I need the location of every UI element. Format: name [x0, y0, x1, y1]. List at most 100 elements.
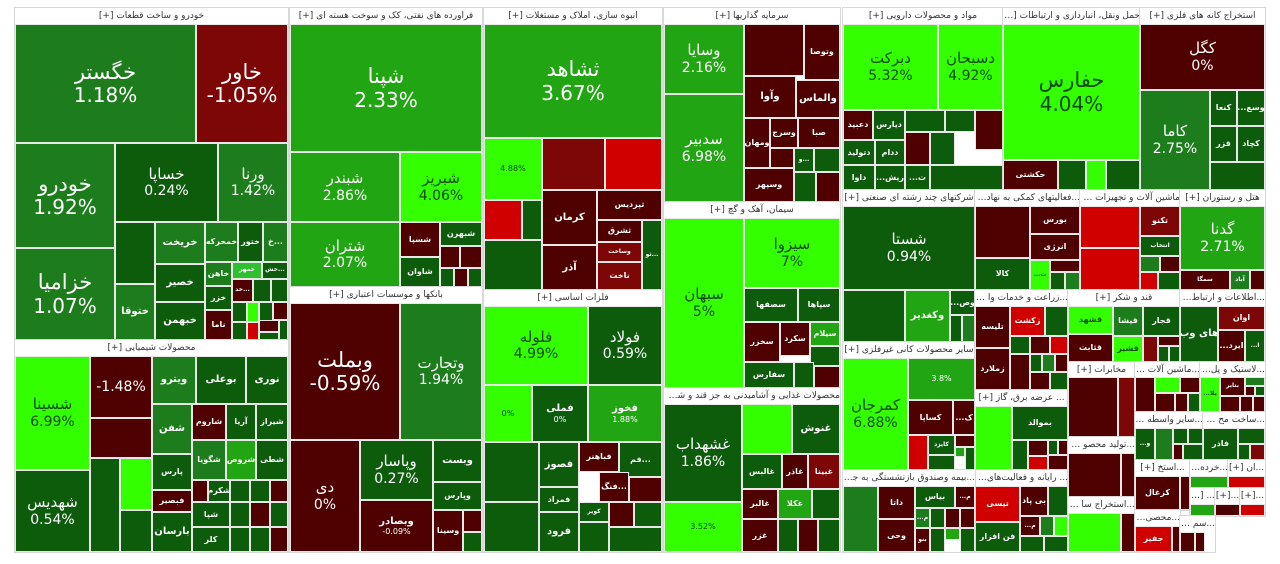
stock-tile[interactable] — [1173, 428, 1188, 444]
stock-tile[interactable]: بیاس — [915, 486, 955, 508]
stock-tile[interactable] — [454, 268, 468, 287]
stock-tile[interactable]: ...یلا — [1200, 377, 1220, 412]
stock-tile[interactable] — [1180, 377, 1200, 393]
stock-tile[interactable]: های وب — [1180, 306, 1218, 362]
stock-tile[interactable] — [279, 320, 288, 340]
stock-tile[interactable] — [634, 502, 662, 527]
sector-title-expand[interactable]: ... عرضه برق، گاز [+] — [975, 390, 1068, 406]
stock-tile[interactable] — [1068, 513, 1121, 552]
stock-tile[interactable] — [816, 172, 840, 202]
stock-tile[interactable]: تلیسه — [975, 306, 1010, 348]
stock-tile[interactable]: دیارس — [873, 110, 905, 140]
stock-tile[interactable]: ناخت — [597, 262, 642, 290]
stock-tile[interactable]: ثشاهد 3.67% — [484, 24, 662, 138]
stock-tile[interactable]: فصوز — [539, 442, 579, 487]
sector-title-expand[interactable]: بانکها و موسسات اعتباری [+] — [290, 287, 482, 303]
stock-tile[interactable]: فملی 0% — [532, 385, 588, 442]
stock-tile[interactable] — [1169, 346, 1180, 362]
stock-tile[interactable]: کویر — [579, 502, 609, 522]
stock-tile[interactable] — [1143, 336, 1158, 362]
stock-tile[interactable] — [1106, 160, 1140, 190]
stock-tile[interactable] — [1121, 513, 1135, 552]
stock-tile[interactable]: وسایا 2.16% — [664, 24, 744, 94]
sector-title-expand[interactable]: استخراج کانه های فلزی [+] — [1140, 8, 1265, 24]
stock-tile[interactable]: دبرکت 5.32% — [843, 24, 938, 110]
stock-tile[interactable] — [742, 404, 792, 454]
stock-tile[interactable] — [962, 315, 975, 342]
stock-tile[interactable]: شیراز — [256, 404, 288, 440]
stock-tile[interactable] — [975, 206, 1030, 258]
stock-tile[interactable]: شهدیس 0.54% — [15, 470, 90, 552]
stock-tile[interactable]: غکلا — [778, 489, 812, 519]
stock-tile[interactable] — [90, 418, 152, 458]
stock-tile[interactable] — [843, 486, 878, 552]
stock-tile[interactable]: و... — [794, 148, 814, 172]
stock-tile[interactable] — [463, 532, 482, 552]
stock-tile[interactable]: آذر — [542, 245, 597, 290]
stock-tile[interactable] — [1245, 386, 1255, 396]
stock-tile[interactable]: وتجارت 1.94% — [400, 303, 482, 440]
stock-tile[interactable]: خمحرکه — [205, 222, 238, 262]
stock-tile[interactable]: کزغال — [1135, 476, 1180, 510]
stock-tile[interactable] — [1012, 440, 1028, 470]
stock-tile[interactable]: وبملت -0.59% — [290, 303, 400, 440]
stock-tile[interactable]: داوا — [843, 165, 875, 190]
sector-title-expand[interactable]: ...سم [+] — [1180, 516, 1215, 532]
stock-tile[interactable] — [468, 268, 482, 287]
stock-tile[interactable]: ...وسع — [1237, 90, 1265, 126]
stock-tile[interactable]: وساخت — [597, 242, 642, 262]
stock-tile[interactable]: وسرج — [770, 118, 798, 148]
stock-tile[interactable]: انتخاب — [1140, 236, 1180, 256]
stock-tile[interactable] — [247, 302, 259, 322]
sector-title-expand[interactable]: ...ساخت مح [+] — [1203, 412, 1265, 428]
sector-title-expand[interactable]: سیمان، آهک و گچ [+] — [664, 202, 840, 218]
stock-tile[interactable] — [1048, 455, 1068, 470]
stock-tile[interactable]: شطی — [256, 440, 288, 480]
stock-tile[interactable] — [253, 279, 271, 302]
stock-tile[interactable]: وحی — [878, 519, 915, 552]
stock-tile[interactable]: فخوز 1.88% — [588, 385, 662, 442]
stock-tile[interactable] — [230, 527, 250, 552]
stock-tile[interactable]: غزر — [742, 519, 778, 552]
stock-tile[interactable]: بورس — [1030, 206, 1080, 234]
stock-tile[interactable]: شاروم — [192, 404, 226, 440]
stock-tile[interactable] — [814, 148, 840, 172]
stock-tile[interactable]: شپا — [192, 502, 230, 527]
stock-tile[interactable]: ...ا — [1245, 330, 1265, 362]
stock-tile[interactable] — [955, 435, 975, 447]
stock-tile[interactable]: خگستر 1.18% — [15, 24, 196, 143]
stock-tile[interactable] — [1030, 372, 1050, 390]
stock-tile[interactable]: فبصیر — [152, 490, 192, 512]
stock-tile[interactable]: شفن — [152, 404, 192, 454]
stock-tile[interactable]: ثپردیس — [597, 190, 662, 220]
stock-tile[interactable] — [1250, 444, 1265, 460]
stock-tile[interactable]: خد... — [232, 279, 253, 302]
stock-tile[interactable] — [950, 315, 962, 342]
stock-tile[interactable] — [1028, 456, 1048, 470]
sector-title-expand[interactable]: ...زراعت و خدمات وا [+] — [975, 290, 1068, 306]
stock-tile[interactable]: فمراد — [539, 487, 579, 512]
stock-tile[interactable] — [1042, 354, 1055, 372]
sector-title-expand[interactable]: خودرو و ساخت قطعات [+] — [15, 8, 288, 24]
stock-tile[interactable] — [259, 332, 279, 340]
stock-tile[interactable] — [232, 302, 247, 322]
stock-tile[interactable]: شبریز 4.06% — [400, 152, 482, 222]
stock-tile[interactable]: سمگا — [1180, 270, 1230, 290]
stock-tile[interactable]: فولاد 0.59% — [588, 306, 662, 385]
stock-tile[interactable] — [1173, 444, 1183, 460]
stock-tile[interactable] — [232, 322, 247, 340]
stock-tile[interactable] — [1010, 354, 1030, 390]
stock-tile[interactable]: زملارد — [975, 348, 1010, 390]
stock-tile[interactable] — [1188, 428, 1203, 444]
stock-tile[interactable] — [579, 522, 609, 552]
stock-tile[interactable] — [905, 110, 945, 132]
stock-tile[interactable]: آباد — [1230, 270, 1250, 290]
stock-tile[interactable]: بموالد — [1012, 406, 1068, 440]
stock-tile[interactable]: خ... — [263, 222, 288, 262]
stock-tile[interactable]: غاذر — [782, 454, 808, 489]
stock-tile[interactable] — [629, 477, 662, 502]
stock-tile[interactable] — [814, 366, 840, 388]
stock-tile[interactable] — [1065, 272, 1080, 290]
stock-tile[interactable]: وبصادر -0.09% — [360, 500, 433, 552]
stock-tile[interactable] — [930, 132, 955, 165]
